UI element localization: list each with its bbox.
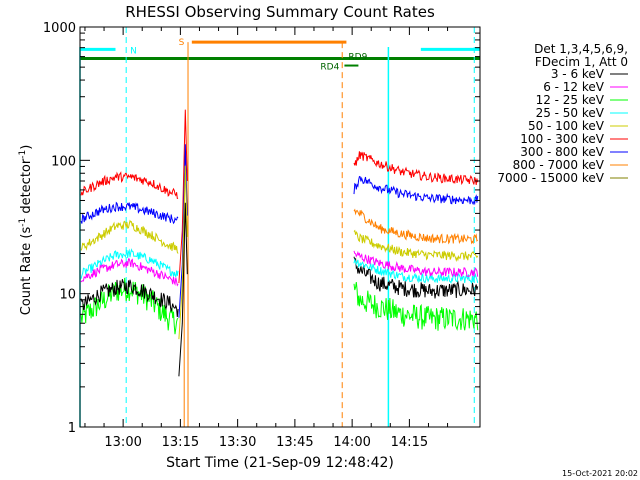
flare-spike-4 [178,165,188,340]
flare-spike-6 [178,144,188,318]
footer-date: 15-Oct-2021 20:02 [562,469,638,478]
x-tick-label-0: 13:00 [104,435,141,450]
plot-frame [79,26,481,428]
flare-spike-0 [178,202,188,377]
saa-label: S [179,38,185,48]
x-axis-label: Start Time (21-Sep-09 12:48:42) [166,455,394,471]
rd4-label: RD4 [320,63,339,73]
legend-label-8: 7000 - 15000 keV [497,171,604,185]
x-tick-label-1: 13:15 [162,435,199,450]
series-line-6-after [353,175,479,206]
x-tick-label-3: 13:45 [276,435,313,450]
series-line-4-after [353,229,479,263]
series-line-2-after [353,282,479,331]
x-tick-label-2: 13:30 [219,435,256,450]
series-line-6-before [80,201,179,225]
y-tick-label-3: 1000 [43,21,76,36]
legend-label-5: 100 - 300 keV [520,132,604,146]
x-tick-label-5: 14:15 [391,435,428,450]
y-axis-label: Count Rate (s-1 detector-1) [18,145,34,316]
legend-label-0: 3 - 6 keV [551,67,605,81]
chart-title: RHESSI Observing Summary Count Rates [125,3,435,21]
series-line-4-before [80,219,179,254]
y-tick-label-1: 10 [59,288,76,303]
rd9-label: RD9 [348,53,367,63]
legend-label-3: 25 - 50 keV [536,106,605,120]
legend-label-6: 300 - 800 keV [520,145,604,159]
series-line-7-after [353,208,479,245]
plot-layer: N S RD4 RD9 13:00 13:15 13:30 13:45 14:00 14:15 1 1… [43,21,481,450]
legend-label-1: 6 - 12 keV [543,80,605,94]
legend-label-7: 800 - 7000 keV [513,158,605,172]
series-line-0-after [353,256,479,299]
series-line-1-before [80,258,179,287]
y-tick-label-2: 100 [51,154,76,169]
legend-label-2: 12 - 25 keV [536,93,605,107]
series-line-1-after [353,250,479,278]
series-line-0-before [80,279,179,318]
x-tick-label-4: 14:00 [333,435,370,450]
legend-header-2: FDecim 1, Att 0 [535,55,628,69]
night-label: N [130,46,137,56]
y-tick-label-0: 1 [68,421,76,436]
series-line-5-before [80,171,179,199]
series-line-3-after [353,258,479,285]
series-line-5-after [353,151,479,186]
series-line-3-before [80,248,179,279]
legend-header-1: Det 1,3,4,5,6,9, [534,42,628,56]
flare-spike-5 [178,109,188,284]
legend-label-4: 50 - 100 keV [528,119,605,133]
series-line-2-before [80,277,179,335]
